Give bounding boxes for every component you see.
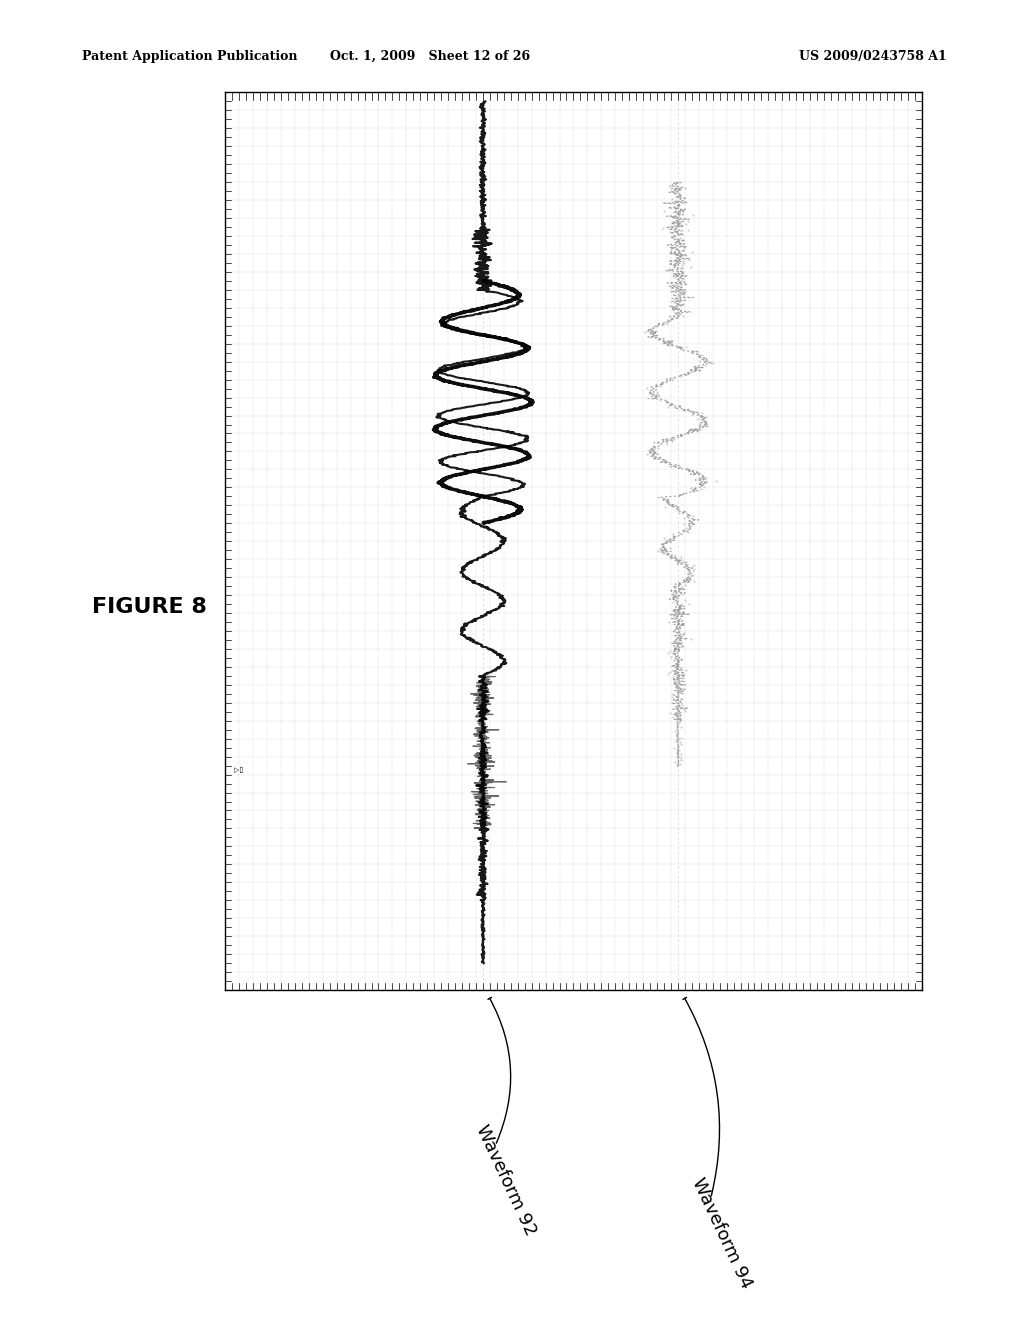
Text: Oct. 1, 2009   Sheet 12 of 26: Oct. 1, 2009 Sheet 12 of 26 bbox=[330, 50, 530, 63]
Text: Waveform 92: Waveform 92 bbox=[473, 1122, 540, 1238]
Text: Patent Application Publication: Patent Application Publication bbox=[82, 50, 297, 63]
Text: FIGURE 8: FIGURE 8 bbox=[92, 597, 207, 618]
Text: US 2009/0243758 A1: US 2009/0243758 A1 bbox=[799, 50, 946, 63]
Text: Waveform 94: Waveform 94 bbox=[688, 1175, 756, 1291]
Text: ▷▯: ▷▯ bbox=[233, 767, 243, 774]
